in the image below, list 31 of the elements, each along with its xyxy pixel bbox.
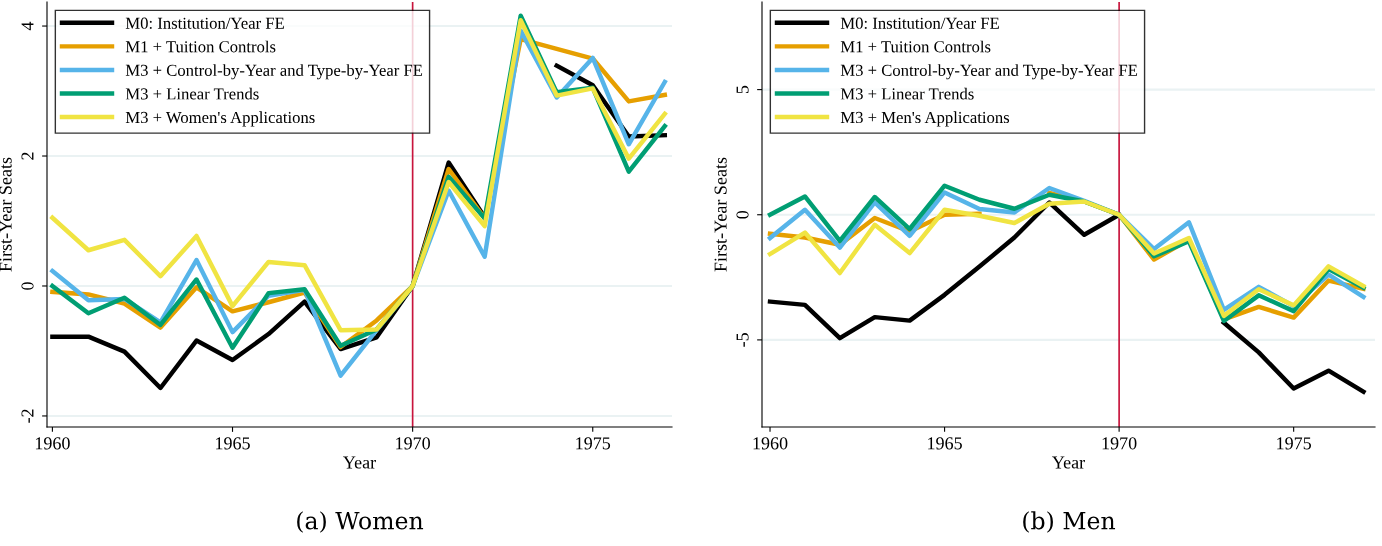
y-axis-title: First-Year Seats [0, 157, 12, 272]
y-tick-label: -5 [736, 333, 749, 347]
legend-label: M0: Institution/Year FE [125, 17, 284, 29]
y-axis-title: First-Year Seats [714, 157, 727, 272]
x-tick-label: 1960 [35, 437, 70, 450]
x-tick-label: 1960 [753, 437, 788, 450]
x-tick-label: 1975 [576, 437, 611, 450]
y-tick-label: 0 [21, 282, 34, 290]
legend-label: M3 + Linear Trends [840, 87, 974, 100]
x-tick-label: 1965 [928, 437, 962, 450]
x-axis-title: Year [343, 456, 376, 469]
legend-label: M3 + Control-by-Year and Type-by-Year FE [125, 64, 423, 80]
legend-label: M3 + Women's Applications [125, 111, 315, 127]
legend-label: M3 + Linear Trends [125, 87, 259, 100]
x-tick-label: 1965 [216, 437, 250, 450]
y-tick-label: 0 [736, 210, 749, 219]
legend-label: M1 + Tuition Controls [840, 40, 991, 53]
legend-label: M1 + Tuition Controls [125, 40, 276, 53]
legend-label: M3 + Men's Applications [840, 111, 1010, 127]
text: (b) Men [1023, 511, 1116, 533]
y-tick-label: 4 [21, 21, 34, 31]
x-tick-label: 1970 [1102, 437, 1137, 450]
legend-label: M0: Institution/Year FE [840, 17, 999, 29]
text: (a) Women [297, 511, 424, 533]
x-tick-label: 1975 [1277, 437, 1312, 450]
y-tick-label: 2 [21, 152, 34, 160]
legend-label: M3 + Control-by-Year and Type-by-Year FE [840, 64, 1138, 80]
y-tick-label: 5 [736, 85, 749, 94]
x-axis-title: Year [1052, 456, 1085, 469]
x-tick-label: 1970 [396, 437, 430, 450]
y-tick-label: -2 [21, 409, 34, 423]
